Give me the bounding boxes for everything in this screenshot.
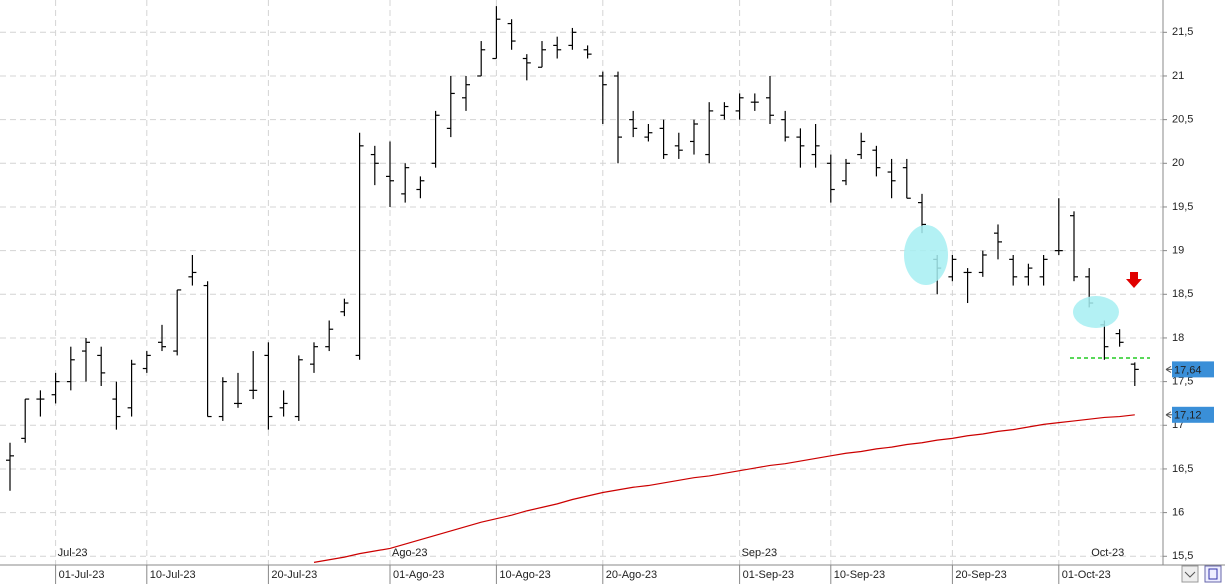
- x-tick-label: 10-Ago-23: [499, 569, 550, 581]
- y-tick-label: 18: [1172, 332, 1184, 344]
- price-badge: [1172, 406, 1214, 423]
- plot: [6, 6, 1150, 563]
- price-label: 17,64: [1174, 364, 1202, 376]
- month-label: Jul-23: [58, 547, 88, 559]
- x-tick-label: 10-Sep-23: [834, 569, 885, 581]
- x-tick-label: 20-Ago-23: [606, 569, 657, 581]
- x-tick-label: 01-Jul-23: [59, 569, 105, 581]
- y-tick-label: 16: [1172, 507, 1184, 519]
- x-tick-label: 01-Sep-23: [743, 569, 794, 581]
- price-badge: [1172, 361, 1214, 378]
- save-button[interactable]: [1204, 565, 1222, 583]
- x-tick-label: 01-Ago-23: [393, 569, 444, 581]
- price-pointer: [1165, 365, 1172, 373]
- y-tick-label: 17,5: [1172, 376, 1193, 388]
- down-arrow: [1126, 272, 1142, 288]
- x-tick-label: 20-Jul-23: [271, 569, 317, 581]
- month-label: Sep-23: [742, 547, 777, 559]
- y-tick-label: 20: [1172, 157, 1184, 169]
- y-tick-label: 20,5: [1172, 114, 1193, 126]
- x-tick-label: 10-Jul-23: [150, 569, 196, 581]
- y-tick-label: 21,5: [1172, 26, 1193, 38]
- highlight: [904, 225, 948, 285]
- y-tick-label: 18,5: [1172, 288, 1193, 300]
- y-tick-label: 19,5: [1172, 201, 1193, 213]
- month-label: Ago-23: [392, 547, 427, 559]
- icon: [1208, 568, 1218, 580]
- y-tick-label: 16,5: [1172, 463, 1193, 475]
- y-tick-label: 15,5: [1172, 550, 1193, 562]
- price-label: 17,12: [1174, 410, 1202, 422]
- month-label: Oct-23: [1091, 547, 1124, 559]
- x-tick-label: 20-Sep-23: [955, 569, 1006, 581]
- y-tick-label: 19: [1172, 245, 1184, 257]
- moving-average-line: [313, 414, 1135, 563]
- y-tick-label: 21: [1172, 70, 1184, 82]
- price-pointer: [1165, 411, 1172, 419]
- x-tick-label: 01-Oct-23: [1062, 569, 1111, 581]
- highlight: [1073, 296, 1119, 328]
- scroll-button[interactable]: [1181, 565, 1199, 583]
- icon: [1184, 571, 1196, 578]
